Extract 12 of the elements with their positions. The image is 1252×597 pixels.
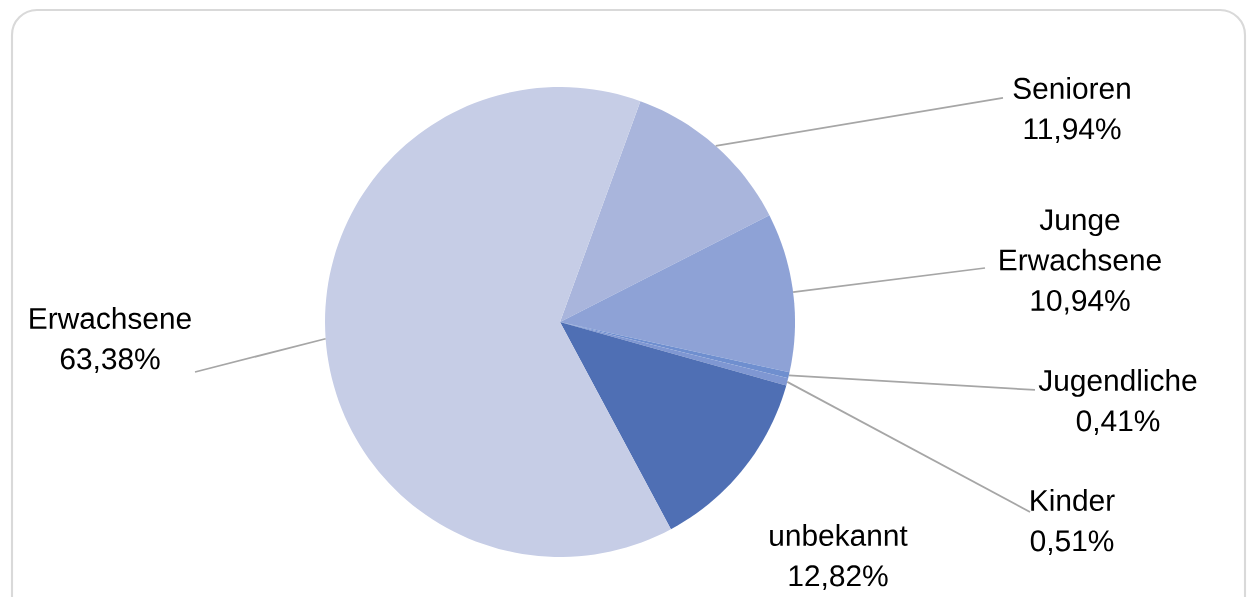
slice-label: Erwachsene: [30, 307, 191, 329]
data-label: 11,94%: [1024, 118, 1121, 143]
slice-label: unbekannt: [770, 524, 908, 546]
data-label: 10,94%: [1031, 289, 1130, 315]
slice-label: Junge Erwachsene: [1000, 209, 1161, 271]
data-label: 63,38%: [60, 348, 160, 373]
data-label: 12,82%: [789, 565, 888, 590]
slice-label: Senioren: [1013, 77, 1130, 99]
slice-label: Jugendliche: [1038, 369, 1197, 397]
slice-label: Kinder: [1031, 489, 1115, 511]
data-label: 0,41%: [1076, 410, 1160, 435]
data-label: 0,51%: [1030, 530, 1114, 555]
